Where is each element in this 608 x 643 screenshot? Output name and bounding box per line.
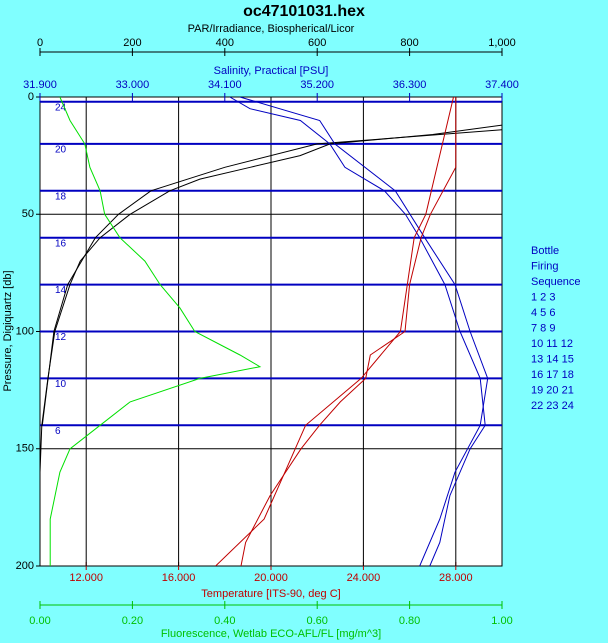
x-tick-label: 37.400 (485, 79, 519, 91)
profile-line (229, 97, 486, 566)
x-tick-label: 400 (216, 37, 234, 49)
profile-line (49, 97, 262, 566)
legend-text: 22 23 24 (531, 400, 574, 412)
legend-text: Firing (531, 260, 559, 272)
profile-line (41, 129, 502, 426)
bottle-label: 10 (55, 379, 67, 390)
x-tick-label: 24.000 (347, 572, 381, 584)
x-tick-label: 0.60 (306, 615, 327, 627)
x-tick-label: 800 (400, 37, 418, 49)
y-tick-label: 100 (16, 325, 34, 337)
bottle-label: 6 (55, 426, 61, 437)
x-tick-label: 31.900 (23, 79, 57, 91)
x-tick-label: 28.000 (439, 572, 473, 584)
x-tick-label: 20.000 (254, 572, 288, 584)
plot-lines (40, 97, 502, 566)
legend-text: 13 14 15 (531, 353, 574, 365)
x-tick-label: 1,000 (488, 37, 516, 49)
x-tick-label: 200 (123, 37, 141, 49)
legend-text: 4 5 6 (531, 307, 555, 319)
legend-text: 16 17 18 (531, 369, 574, 381)
legend-text: Sequence (531, 276, 581, 288)
bottle-label: 18 (55, 191, 67, 202)
x-tick-label: 12.000 (69, 572, 103, 584)
x-axis-title: Temperature [ITS-90, deg C] (201, 588, 340, 600)
legend-text: 1 2 3 (531, 291, 555, 303)
y-tick-label: 0 (28, 91, 34, 103)
bottle-label: 24 (55, 102, 67, 113)
legend-text: 10 11 12 (531, 338, 573, 350)
x-tick-label: 0.40 (214, 615, 235, 627)
x-tick-label: 0.00 (29, 615, 50, 627)
x-tick-label: 36.300 (393, 79, 427, 91)
x-tick-label: 33.000 (116, 79, 150, 91)
profile-line (239, 97, 489, 566)
chart-title: oc47101031.hex (243, 3, 365, 20)
x-tick-label: 0.20 (122, 615, 143, 627)
x-axis-title: Salinity, Practical [PSU] (214, 65, 329, 77)
x-axis-title: PAR/Irradiance, Biospherical/Licor (188, 23, 355, 35)
x-tick-label: 1.00 (491, 615, 512, 627)
x-tick-label: 35.200 (300, 79, 334, 91)
x-axis-title: Fluorescence, Wetlab ECO-AFL/FL [mg/m^3] (161, 628, 381, 640)
y-axis-title: Pressure, Digiquartz [db] (2, 270, 14, 391)
profile-line (240, 97, 457, 566)
bottle-label: 14 (55, 285, 67, 296)
x-tick-label: 0 (37, 37, 43, 49)
profile-line (215, 97, 454, 566)
y-tick-label: 50 (22, 208, 34, 220)
x-tick-label: 16.000 (162, 572, 196, 584)
bottle-label: 20 (55, 145, 67, 156)
legend-text: 19 20 21 (531, 384, 574, 396)
y-tick-label: 150 (16, 443, 34, 455)
bottle-label: 16 (55, 238, 67, 249)
y-tick-label: 200 (16, 560, 34, 572)
legend-text: Bottle (531, 245, 559, 257)
x-tick-label: 0.80 (399, 615, 420, 627)
legend-text: 7 8 9 (531, 322, 555, 334)
x-tick-label: 34.100 (208, 79, 242, 91)
x-tick-label: 600 (308, 37, 326, 49)
bottle-label: 12 (55, 332, 67, 343)
